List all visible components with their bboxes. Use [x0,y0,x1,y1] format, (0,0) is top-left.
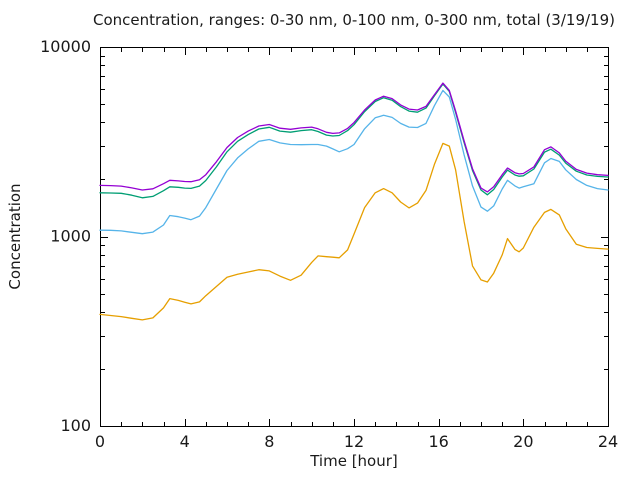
y-tick-label: 100 [60,416,91,435]
x-tick-label: 16 [428,432,448,451]
chart-title: Concentration, ranges: 0-30 nm, 0-100 nm… [93,11,615,29]
y-axis-label: Concentration [6,183,24,289]
series-line-total [99,82,609,193]
x-tick-label: 24 [598,432,618,451]
y-tick-label: 1000 [50,227,91,246]
axes [100,47,609,427]
x-tick-label: 0 [95,432,105,451]
x-tick-label: 8 [264,432,274,451]
x-axis-label: Time [hour] [309,452,398,470]
plot-border [100,47,609,427]
x-tick-label: 4 [180,432,190,451]
y-tick-label: 10000 [40,37,91,56]
series-line-range-0-300 [99,83,609,199]
x-tick-label: 20 [513,432,533,451]
series-line-range-0-100 [99,89,609,235]
series-line-range-0-30 [99,142,609,321]
x-tick-label: 12 [344,432,364,451]
